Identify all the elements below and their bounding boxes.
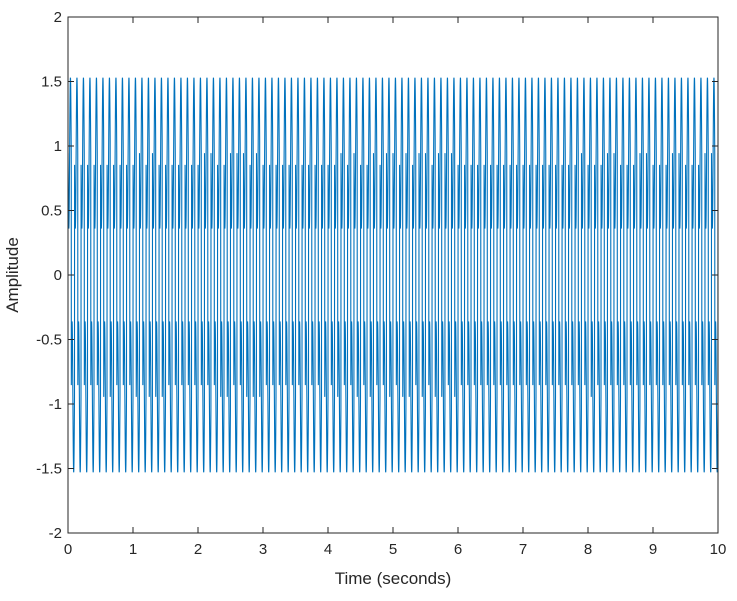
y-tick-label: 1.5 [41,74,62,91]
series-line [68,77,718,473]
x-tick-label: 3 [259,541,267,558]
y-tick-label: 1 [54,138,62,155]
x-tick-label: 0 [64,541,72,558]
x-axis-label: Time (seconds) [335,569,452,588]
x-tick-label: 1 [129,541,137,558]
x-tick-label: 8 [584,541,592,558]
y-axis-ticks: -2 -1.5 -1 -0.5 0 0.5 1 1.5 2 [36,9,718,542]
y-tick-label: -1 [49,396,62,413]
x-tick-label: 2 [194,541,202,558]
x-tick-label: 10 [710,541,727,558]
x-tick-label: 5 [389,541,397,558]
y-axis-label: Amplitude [3,237,22,313]
y-tick-label: 0.5 [41,203,62,220]
series-group [68,77,718,473]
x-axis-ticks: 0 1 2 3 4 5 6 7 8 9 10 [64,17,727,558]
y-tick-label: -2 [49,525,62,542]
x-tick-label: 9 [649,541,657,558]
x-tick-label: 6 [454,541,462,558]
y-tick-label: 0 [54,267,62,284]
y-tick-label: -0.5 [36,332,62,349]
y-tick-label: -1.5 [36,461,62,478]
x-tick-label: 7 [519,541,527,558]
y-tick-label: 2 [54,9,62,26]
x-tick-label: 4 [324,541,332,558]
